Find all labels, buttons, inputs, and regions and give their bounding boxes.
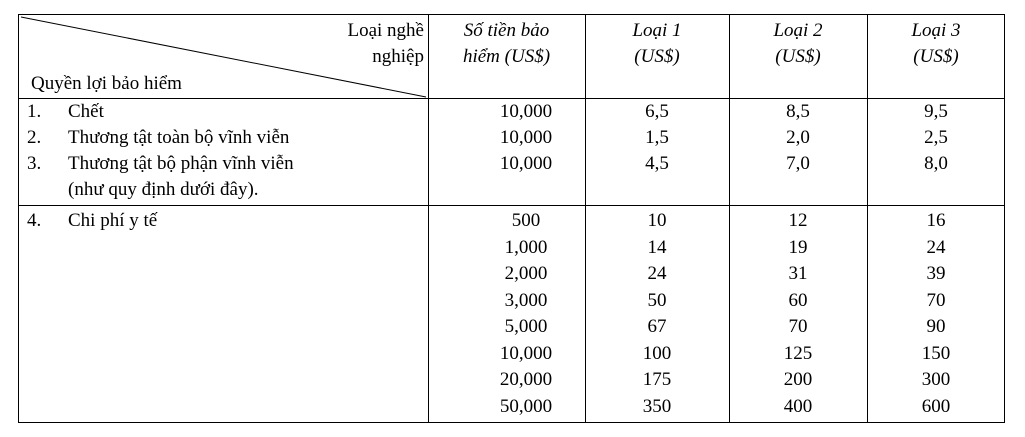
row-number: 2. [27,127,42,148]
row-class2: 31 [788,263,808,284]
class1-header-line2: (US$) [634,46,680,67]
row-class2: 19 [788,236,808,258]
row-class2: 125 [783,342,813,364]
class3-header-line1: Loại 3 [911,20,961,41]
row-class3: 150 [921,342,951,364]
sum-header-line2: hiểm (US$) [462,46,551,67]
row-class1: 100 [642,342,672,364]
benefit-label: Quyền lợi bảo hiểm [31,73,182,94]
row-sum: 5,000 [504,316,548,337]
row-number: 4. [27,210,42,231]
row-sum: 2,000 [504,263,548,284]
row-class2: 12 [788,210,808,231]
occupation-label-line2: nghiệp [372,46,424,67]
class1-header: Loại 1 (US$) [585,18,729,70]
class2-header-line2: (US$) [775,46,821,67]
row-sum: 10,000 [499,101,553,122]
row-class1: 67 [647,316,667,337]
row-note: (như quy định dưới đây). [68,179,259,200]
row-class3: 16 [926,210,946,231]
class3-header-line2: (US$) [913,46,959,67]
section-divider [19,205,1004,206]
row-number: 1. [27,101,42,122]
row-label: Chết [68,101,104,122]
row-sum: 10,000 [499,342,553,364]
row-class2: 200 [783,369,813,390]
row-sum: 10,000 [499,127,553,148]
row-class2: 400 [783,395,813,417]
column-divider [428,15,429,422]
occupation-label-line1: Loại nghề [347,20,424,41]
row-class2: 60 [788,289,808,311]
row-class3: 70 [926,289,946,311]
row-class1: 350 [642,395,672,417]
row-class1: 175 [642,369,672,390]
row-class1: 14 [647,236,667,258]
row-label: Thương tật toàn bộ vĩnh viễn [68,127,290,148]
row-class1: 50 [647,289,667,311]
row-class3: 39 [926,263,946,284]
column-divider [585,15,586,422]
row-sum: 20,000 [499,369,553,390]
header-divider [19,98,1004,99]
row-label: Chi phí y tế [68,210,158,231]
row-class1: 24 [647,263,667,284]
row-class3: 9,5 [924,101,948,122]
row-class1: 1,5 [645,127,669,148]
benefits-table: Loại nghề nghiệp Quyền lợi bảo hiểm Số t… [18,14,1005,423]
column-divider [729,15,730,422]
row-class3: 8,0 [924,153,948,174]
row-class3: 90 [926,316,946,337]
row-class2: 70 [788,316,808,337]
row-sum: 50,000 [499,395,553,417]
row-sum: 1,000 [504,236,548,258]
class3-header: Loại 3 (US$) [867,18,1005,70]
row-label: Thương tật bộ phận vĩnh viễn [68,153,294,174]
row-number: 3. [27,153,42,174]
row-class2: 2,0 [786,127,810,148]
class2-header: Loại 2 (US$) [729,18,867,70]
row-class2: 8,5 [786,101,810,122]
row-sum: 3,000 [504,289,548,311]
row-class1: 4,5 [645,153,669,174]
row-class1: 6,5 [645,101,669,122]
header-diagonal-line [20,16,427,98]
row-class1: 10 [647,210,667,231]
column-divider [867,15,868,422]
sum-insured-header: Số tiền bảo hiểm (US$) [428,18,585,70]
row-sum: 500 [511,210,541,231]
row-class3: 2,5 [924,127,948,148]
row-class3: 600 [921,395,951,417]
class1-header-line1: Loại 1 [632,20,682,41]
sum-header-line1: Số tiền bảo [463,20,550,41]
row-class2: 7,0 [786,153,810,174]
row-class3: 24 [926,236,946,258]
class2-header-line1: Loại 2 [773,20,823,41]
row-sum: 10,000 [499,153,553,174]
occupation-label: Loại nghề nghiệp [347,18,424,70]
row-class3: 300 [921,369,951,390]
